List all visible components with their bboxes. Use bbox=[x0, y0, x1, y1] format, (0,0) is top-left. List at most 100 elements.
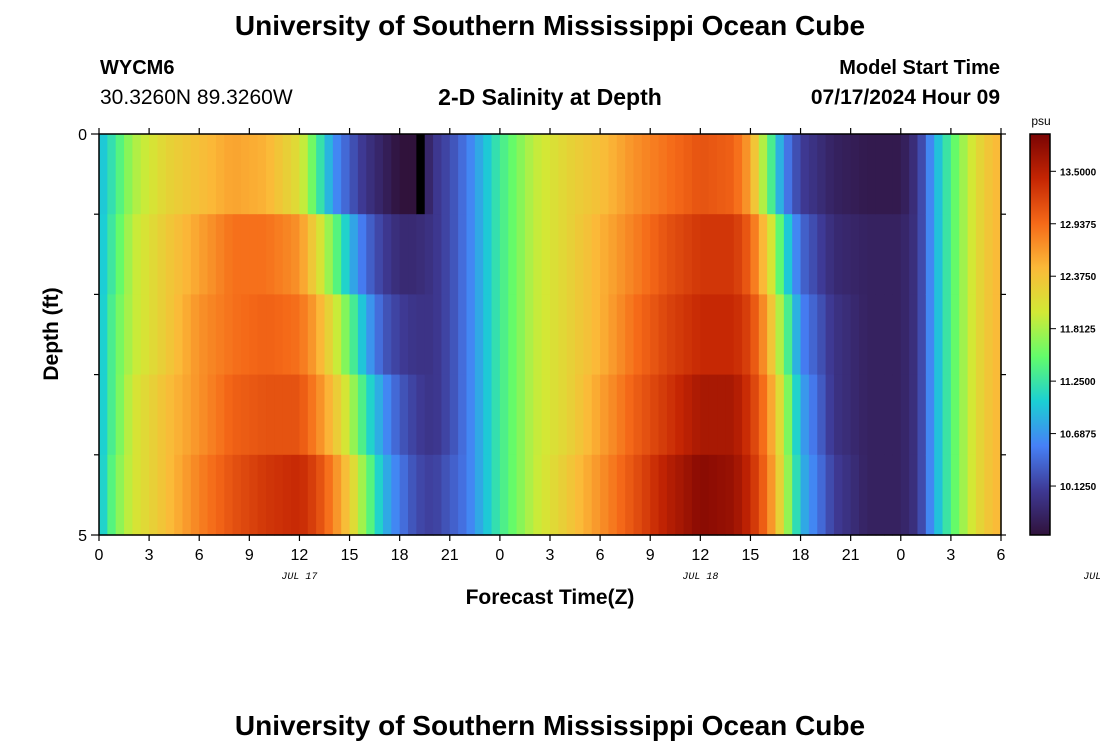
heatmap-cell bbox=[508, 134, 518, 215]
heatmap-cell bbox=[817, 454, 827, 536]
heatmap-cell bbox=[466, 214, 476, 295]
heatmap-cell bbox=[683, 214, 693, 295]
heatmap-cell bbox=[950, 374, 960, 456]
heatmap-cell bbox=[566, 454, 576, 536]
heatmap-cell bbox=[199, 134, 209, 215]
heatmap-cell bbox=[165, 214, 175, 295]
heatmap-cell bbox=[474, 214, 484, 295]
heatmap-cell bbox=[575, 214, 585, 295]
heatmap-cell bbox=[232, 374, 242, 456]
heatmap-cell bbox=[408, 454, 417, 536]
heatmap-cell bbox=[157, 374, 167, 456]
heatmap-cell bbox=[491, 374, 501, 456]
heatmap-cell bbox=[449, 214, 459, 295]
heatmap-cell bbox=[967, 454, 977, 536]
heatmap-cell bbox=[750, 374, 760, 456]
heatmap-cell bbox=[583, 214, 593, 295]
heatmap-cell bbox=[591, 454, 601, 536]
heatmap-cell bbox=[575, 294, 585, 376]
heatmap-cell bbox=[508, 374, 518, 456]
heatmap-cell bbox=[207, 134, 217, 215]
heatmap-cell bbox=[725, 374, 735, 456]
heatmap-cell bbox=[249, 134, 259, 215]
heatmap-cell bbox=[307, 214, 317, 295]
heatmap-cell bbox=[967, 294, 977, 376]
heatmap-cell bbox=[174, 374, 184, 456]
heatmap-cell bbox=[232, 294, 242, 376]
heatmap-cell bbox=[725, 134, 735, 215]
heatmap-cell bbox=[524, 454, 534, 536]
heatmap-cell bbox=[650, 374, 660, 456]
heatmap-cell bbox=[190, 374, 200, 456]
station-id: WYCM6 bbox=[100, 57, 175, 79]
heatmap-cell bbox=[424, 454, 434, 536]
heatmap-cell bbox=[917, 214, 927, 295]
heatmap-cell bbox=[516, 214, 526, 295]
heatmap-cell bbox=[316, 134, 326, 215]
heatmap-cell bbox=[541, 214, 551, 295]
heatmap-cell bbox=[959, 454, 969, 536]
heatmap-cell bbox=[399, 374, 409, 456]
heatmap-cell bbox=[466, 374, 476, 456]
heatmap-cell bbox=[875, 214, 885, 295]
heatmap-cell bbox=[466, 454, 476, 536]
heatmap-cell bbox=[959, 374, 969, 456]
heatmap-cell bbox=[975, 134, 985, 215]
heatmap-cell bbox=[516, 294, 526, 376]
heatmap-cell bbox=[875, 454, 885, 536]
heatmap-cell bbox=[875, 134, 885, 215]
heatmap-cell bbox=[533, 134, 543, 215]
heatmap-cell bbox=[207, 454, 217, 536]
heatmap-cell bbox=[875, 374, 885, 456]
heatmap-cell bbox=[458, 454, 468, 536]
heatmap-cell bbox=[950, 134, 960, 215]
heatmap-cell bbox=[641, 294, 651, 376]
heatmap-cell bbox=[324, 374, 334, 456]
heatmap-cell bbox=[491, 454, 501, 536]
heatmap-cell bbox=[917, 294, 927, 376]
heatmap-cell bbox=[900, 214, 910, 295]
heatmap-cell bbox=[99, 294, 108, 376]
heatmap-cell bbox=[149, 454, 159, 536]
x-tick-label: 9 bbox=[245, 547, 254, 564]
heatmap-cell bbox=[291, 214, 301, 295]
heatmap-cell bbox=[800, 214, 810, 295]
heatmap-cell bbox=[307, 374, 317, 456]
heatmap-cell bbox=[984, 294, 994, 376]
heatmap-cell bbox=[499, 134, 509, 215]
heatmap-cell bbox=[366, 214, 376, 295]
heatmap-cell bbox=[408, 134, 417, 215]
heatmap-cell bbox=[992, 374, 1002, 456]
heatmap-cell bbox=[140, 374, 150, 456]
heatmap-cell bbox=[591, 374, 601, 456]
heatmap-cell bbox=[391, 214, 401, 295]
heatmap-cell bbox=[967, 214, 977, 295]
heatmap-cell bbox=[600, 454, 610, 536]
x-tick-label: 18 bbox=[391, 547, 409, 564]
heatmap-cell bbox=[190, 454, 200, 536]
heatmap-cell bbox=[416, 214, 426, 295]
heatmap-cell bbox=[157, 294, 167, 376]
heatmap-cell bbox=[917, 134, 927, 215]
heatmap-cell bbox=[207, 374, 217, 456]
heatmap-cell bbox=[566, 294, 576, 376]
heatmap-cell bbox=[825, 214, 835, 295]
heatmap-cell bbox=[174, 294, 184, 376]
heatmap-cell bbox=[575, 134, 585, 215]
heatmap-cell bbox=[783, 294, 793, 376]
heatmap-cell bbox=[266, 374, 275, 456]
heatmap-cell bbox=[675, 214, 685, 295]
heatmap-cell bbox=[917, 374, 927, 456]
heatmap-cell bbox=[633, 454, 643, 536]
heatmap-cell bbox=[675, 294, 685, 376]
heatmap-cell bbox=[666, 374, 676, 456]
heatmap-cell bbox=[224, 374, 234, 456]
heatmap-cell bbox=[666, 134, 676, 215]
heatmap-cell bbox=[691, 214, 701, 295]
heatmap-cell bbox=[691, 294, 701, 376]
heatmap-cell bbox=[625, 134, 635, 215]
heatmap-cell bbox=[591, 294, 601, 376]
heatmap-cell bbox=[115, 454, 125, 536]
heatmap-cell bbox=[817, 214, 827, 295]
x-tick-label: 6 bbox=[997, 547, 1006, 564]
